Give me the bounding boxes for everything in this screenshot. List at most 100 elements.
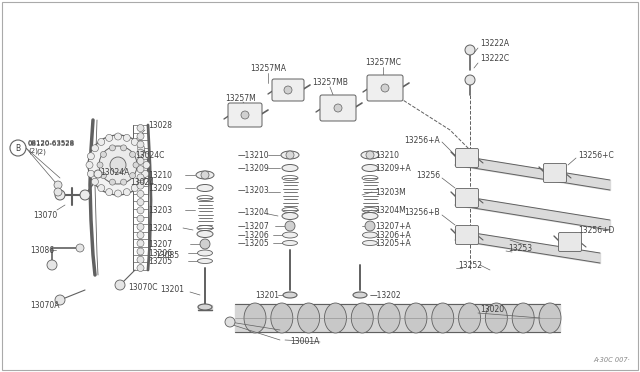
Ellipse shape bbox=[282, 212, 298, 219]
Circle shape bbox=[286, 151, 294, 159]
Ellipse shape bbox=[282, 164, 298, 171]
Ellipse shape bbox=[324, 303, 346, 333]
Circle shape bbox=[137, 207, 144, 214]
Circle shape bbox=[225, 317, 235, 327]
Text: —13209: —13209 bbox=[238, 164, 269, 173]
Circle shape bbox=[124, 189, 131, 196]
Circle shape bbox=[465, 45, 475, 55]
Circle shape bbox=[284, 86, 292, 94]
FancyBboxPatch shape bbox=[320, 95, 356, 121]
Circle shape bbox=[137, 141, 144, 148]
Ellipse shape bbox=[281, 151, 299, 159]
Ellipse shape bbox=[244, 303, 266, 333]
Text: 13207+A: 13207+A bbox=[375, 221, 411, 231]
Text: 13024: 13024 bbox=[130, 177, 154, 186]
Text: 13256+B: 13256+B bbox=[404, 208, 440, 217]
Text: 13207: 13207 bbox=[148, 240, 172, 248]
Ellipse shape bbox=[353, 292, 367, 298]
Text: 13028: 13028 bbox=[148, 121, 172, 129]
Circle shape bbox=[137, 157, 144, 164]
Circle shape bbox=[285, 221, 295, 231]
Text: —13205: —13205 bbox=[238, 238, 269, 247]
Circle shape bbox=[54, 188, 62, 196]
Text: 13201: 13201 bbox=[255, 291, 279, 299]
Circle shape bbox=[124, 134, 131, 141]
Text: (2): (2) bbox=[28, 148, 38, 154]
Text: 13210: 13210 bbox=[148, 170, 172, 180]
Ellipse shape bbox=[198, 250, 212, 256]
Circle shape bbox=[97, 162, 103, 168]
Ellipse shape bbox=[282, 241, 298, 246]
Text: 13257M: 13257M bbox=[225, 93, 256, 103]
Circle shape bbox=[54, 181, 62, 189]
Circle shape bbox=[137, 133, 144, 140]
Text: 13203: 13203 bbox=[148, 205, 172, 215]
Circle shape bbox=[94, 170, 102, 178]
Circle shape bbox=[133, 162, 139, 168]
Ellipse shape bbox=[282, 232, 298, 238]
Ellipse shape bbox=[362, 241, 378, 246]
Circle shape bbox=[365, 221, 375, 231]
Circle shape bbox=[201, 171, 209, 179]
Circle shape bbox=[92, 145, 99, 152]
Ellipse shape bbox=[271, 303, 293, 333]
Ellipse shape bbox=[378, 303, 400, 333]
Circle shape bbox=[141, 153, 148, 160]
Text: 13070A: 13070A bbox=[30, 301, 60, 310]
Circle shape bbox=[10, 140, 26, 156]
Circle shape bbox=[464, 155, 470, 161]
Circle shape bbox=[137, 231, 144, 238]
Circle shape bbox=[567, 239, 573, 245]
Text: 13203M: 13203M bbox=[375, 187, 406, 196]
Text: 13206: 13206 bbox=[148, 248, 172, 257]
Circle shape bbox=[137, 264, 144, 272]
Text: —13203: —13203 bbox=[238, 186, 269, 195]
Text: 13256+A: 13256+A bbox=[404, 135, 440, 144]
Circle shape bbox=[241, 111, 249, 119]
Text: 13205: 13205 bbox=[148, 257, 172, 266]
Ellipse shape bbox=[362, 212, 378, 219]
Circle shape bbox=[137, 223, 144, 230]
Circle shape bbox=[138, 145, 145, 152]
Circle shape bbox=[115, 280, 125, 290]
Circle shape bbox=[109, 179, 115, 185]
Circle shape bbox=[464, 232, 470, 238]
Circle shape bbox=[137, 240, 144, 247]
Circle shape bbox=[131, 138, 138, 145]
FancyBboxPatch shape bbox=[559, 232, 582, 251]
Circle shape bbox=[334, 104, 342, 112]
Ellipse shape bbox=[485, 303, 508, 333]
Ellipse shape bbox=[198, 304, 212, 310]
Text: 13024C: 13024C bbox=[135, 151, 164, 160]
Circle shape bbox=[80, 190, 90, 200]
Text: 13257MB: 13257MB bbox=[312, 77, 348, 87]
Circle shape bbox=[100, 173, 106, 179]
Circle shape bbox=[137, 199, 144, 206]
Circle shape bbox=[141, 170, 148, 177]
Circle shape bbox=[465, 75, 475, 85]
Text: 13209: 13209 bbox=[148, 183, 172, 192]
Ellipse shape bbox=[539, 303, 561, 333]
Circle shape bbox=[88, 170, 94, 177]
Ellipse shape bbox=[362, 164, 378, 171]
Circle shape bbox=[137, 248, 144, 255]
Text: A·30C 007·: A·30C 007· bbox=[593, 357, 630, 363]
Circle shape bbox=[137, 190, 144, 198]
Circle shape bbox=[92, 178, 99, 185]
Circle shape bbox=[98, 185, 105, 192]
Text: —13202: —13202 bbox=[370, 291, 402, 299]
Circle shape bbox=[381, 84, 389, 92]
Circle shape bbox=[55, 295, 65, 305]
Circle shape bbox=[120, 145, 127, 151]
Circle shape bbox=[137, 182, 144, 189]
Text: 13204M: 13204M bbox=[375, 205, 406, 215]
Text: 13210: 13210 bbox=[375, 151, 399, 160]
Circle shape bbox=[100, 151, 106, 157]
Ellipse shape bbox=[197, 185, 213, 192]
Text: 13253: 13253 bbox=[508, 244, 532, 253]
Text: 13222C: 13222C bbox=[480, 54, 509, 62]
Text: 08120-63528: 08120-63528 bbox=[28, 140, 75, 146]
FancyBboxPatch shape bbox=[367, 75, 403, 101]
Text: 13204: 13204 bbox=[148, 224, 172, 232]
Circle shape bbox=[464, 195, 470, 201]
